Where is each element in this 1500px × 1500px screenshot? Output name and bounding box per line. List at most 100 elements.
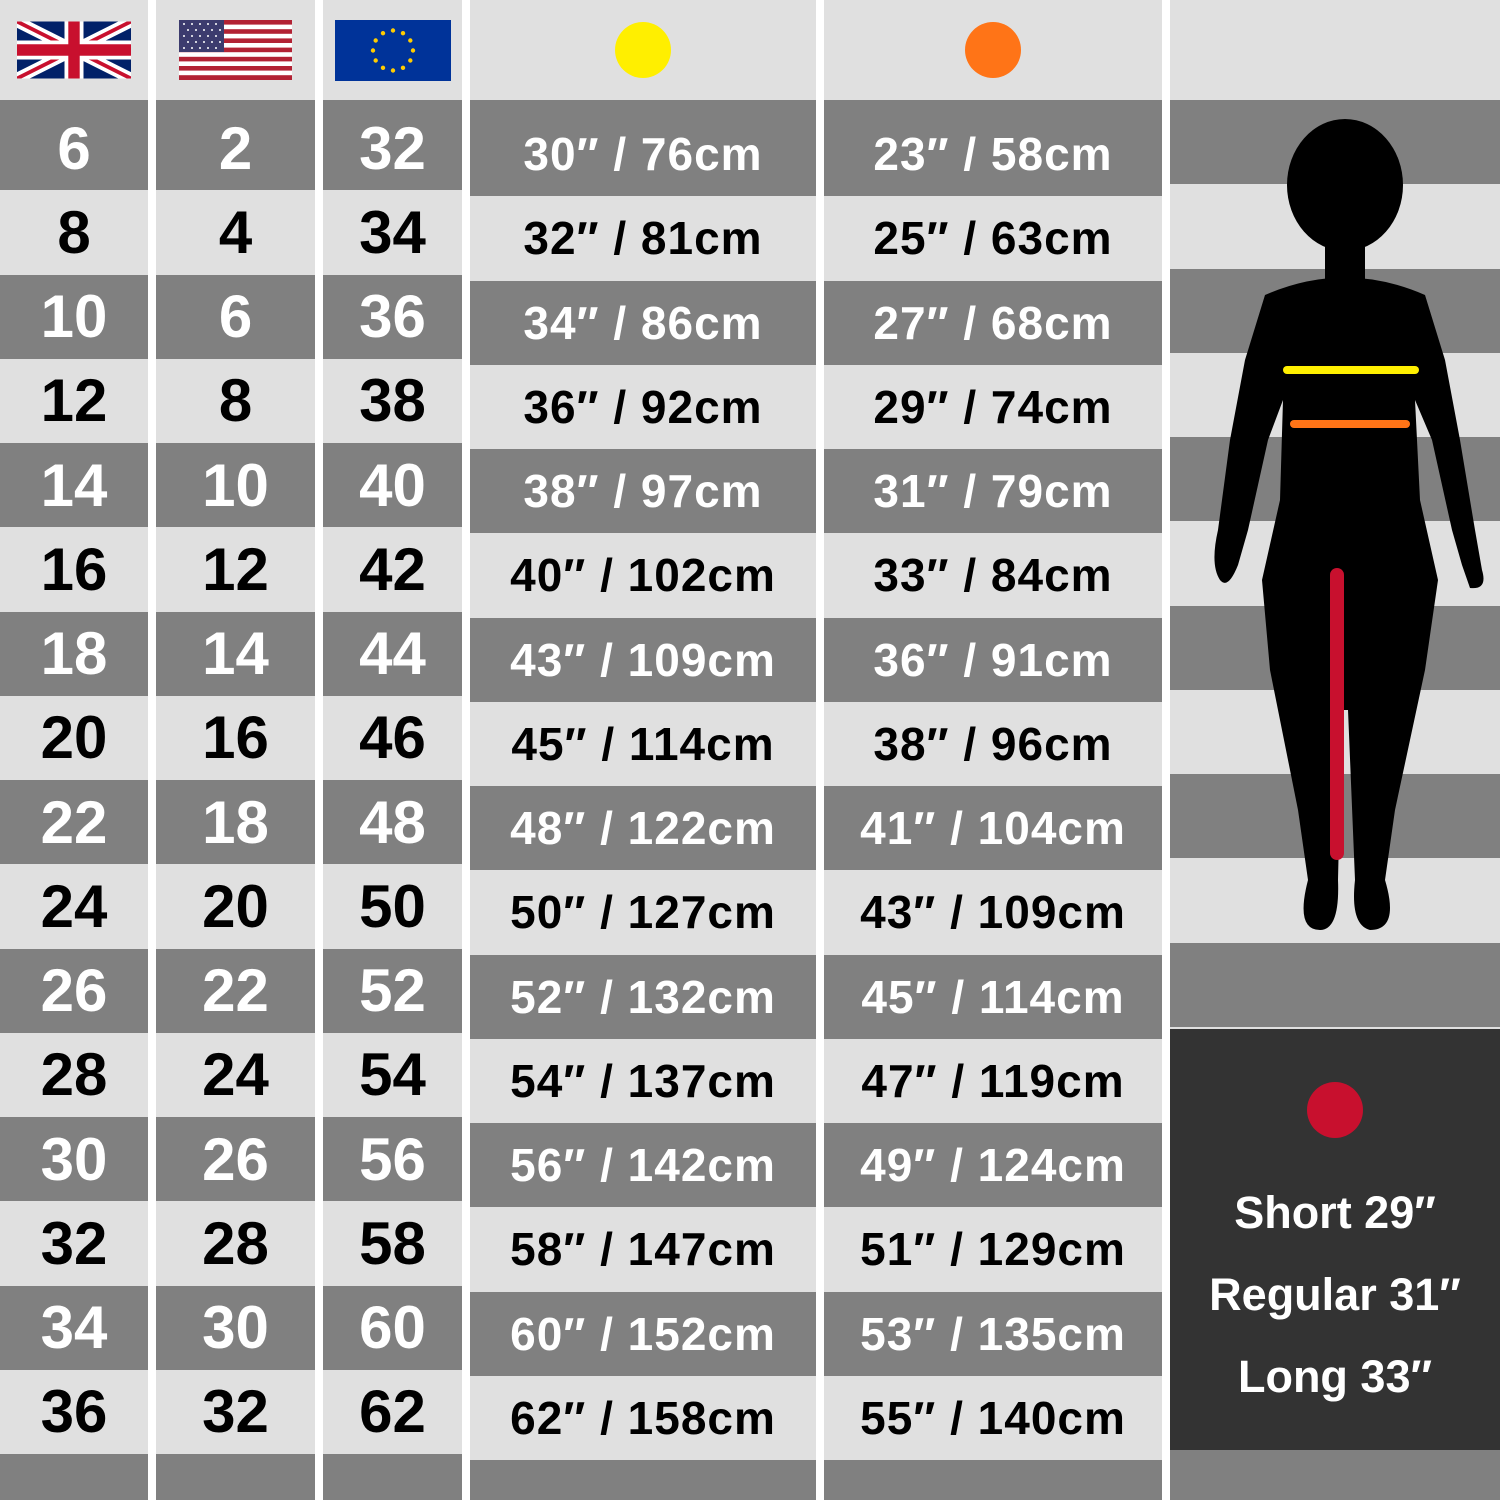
waist-measure-cell: 51″ / 129cm [824, 1195, 1162, 1292]
hips-measure-cell: 60″ / 152cm [470, 1279, 816, 1376]
us-size-cell: 6 [156, 268, 315, 359]
waist-measure-cell: 45″ / 114cm [824, 942, 1162, 1039]
us-size-cell: 26 [156, 1111, 315, 1202]
eu-star [380, 65, 385, 70]
hips-column: 62″ / 158cm 60″ / 152cm 58″ / 147cm 56″ / 1… [470, 0, 816, 1500]
eu-size-cell: 32 [323, 100, 462, 191]
figure-stripe [1170, 942, 1500, 1027]
hips-measure-cell: 56″ / 142cm [470, 1111, 816, 1208]
eu-size-cell: 36 [323, 268, 462, 359]
us-size-cell: 22 [156, 942, 315, 1033]
uk-flag-icon [17, 21, 131, 79]
uk-size-cell: 16 [0, 521, 148, 612]
eu-star [407, 57, 413, 63]
us-size-cell: 20 [156, 858, 315, 949]
figure-header [1170, 0, 1500, 100]
eu-size-cell: 60 [323, 1279, 462, 1370]
us-size-cell: 2 [156, 100, 315, 191]
eu-star [372, 57, 378, 63]
waist-column: 55″ / 140cm 53″ / 135cm 51″ / 129cm 49″ / 1… [824, 0, 1162, 1500]
us-size-cell: 28 [156, 1195, 315, 1286]
length-box: Short 29″ Regular 31″ Long 33″ [1170, 1029, 1500, 1450]
us-size-cell: 4 [156, 184, 315, 275]
us-size-cell: 30 [156, 1279, 315, 1370]
hips-header [470, 0, 816, 100]
uk-size-cell: 12 [0, 352, 148, 443]
waist-measure-cell: 36″ / 91cm [824, 605, 1162, 702]
uk-size-cell: 14 [0, 437, 148, 528]
uk-header [0, 0, 148, 100]
eu-size-cell: 50 [323, 858, 462, 949]
eu-star [407, 37, 413, 43]
waist-measure-cell: 31″ / 79cm [824, 437, 1162, 534]
us-size-column: 32 30 28 26 24 22 20 18 16 14 12 10 8 6 4 2 [156, 0, 315, 1500]
uk-size-cell: 22 [0, 774, 148, 865]
waist-header [824, 0, 1162, 100]
eu-size-cell: 58 [323, 1195, 462, 1286]
hips-measure-cell: 50″ / 127cm [470, 858, 816, 955]
eu-size-cell: 38 [323, 352, 462, 443]
uk-size-cell: 20 [0, 689, 148, 780]
waist-measure-cell: 49″ / 124cm [824, 1111, 1162, 1208]
waist-measure-cell: 33″ / 84cm [824, 521, 1162, 618]
eu-size-cell: 46 [323, 689, 462, 780]
orange-dot-icon [965, 22, 1021, 78]
hips-measure-cell: 54″ / 137cm [470, 1026, 816, 1123]
eu-flag-icon [334, 19, 451, 81]
uk-size-cell: 28 [0, 1026, 148, 1117]
us-size-cell: 16 [156, 689, 315, 780]
waist-measure-cell: 29″ / 74cm [824, 352, 1162, 449]
waist-measure-cell: 23″ / 58cm [824, 100, 1162, 197]
figure-stripe [1170, 1448, 1500, 1500]
yellow-dot-icon [615, 22, 671, 78]
eu-star [400, 30, 405, 35]
hips-measure-cell: 32″ / 81cm [470, 184, 816, 281]
eu-size-cell: 54 [323, 1026, 462, 1117]
eu-size-cell: 62 [323, 1363, 462, 1454]
eu-size-cell: 42 [323, 521, 462, 612]
eu-star [390, 27, 395, 33]
waist-measure-cell: 53″ / 135cm [824, 1279, 1162, 1376]
eu-size-cell: 34 [323, 184, 462, 275]
eu-size-cell: 56 [323, 1111, 462, 1202]
eu-star [400, 65, 405, 70]
uk-size-cell: 32 [0, 1195, 148, 1286]
us-size-cell: 12 [156, 521, 315, 612]
red-dot-icon [1307, 1082, 1363, 1138]
length-regular: Regular 31″ [1209, 1269, 1461, 1320]
hips-measure-cell: 58″ / 147cm [470, 1195, 816, 1292]
eu-size-cell: 52 [323, 942, 462, 1033]
eu-size-cell: 48 [323, 774, 462, 865]
uk-size-cell: 34 [0, 1279, 148, 1370]
us-size-cell: 10 [156, 437, 315, 528]
hips-measure-cell: 62″ / 158cm [470, 1363, 816, 1460]
hips-measure-cell: 45″ / 114cm [470, 689, 816, 786]
us-size-cell: 32 [156, 1363, 315, 1454]
uk-size-cell: 24 [0, 858, 148, 949]
hips-measure-cell: 43″ / 109cm [470, 605, 816, 702]
uk-size-cell: 26 [0, 942, 148, 1033]
waist-measure-cell: 27″ / 68cm [824, 268, 1162, 365]
eu-size-cell: 40 [323, 437, 462, 528]
waist-measure-cell: 43″ / 109cm [824, 858, 1162, 955]
us-header [156, 0, 315, 100]
length-short: Short 29″ [1234, 1187, 1436, 1238]
us-size-cell: 8 [156, 352, 315, 443]
hips-measure-cell: 36″ / 92cm [470, 352, 816, 449]
waist-measure-cell: 41″ / 104cm [824, 774, 1162, 871]
figure-column: Short 29″ Regular 31″ Long 33″ [1170, 0, 1500, 1500]
uk-size-column: 36 34 32 30 28 26 24 22 20 18 16 14 12 10 8 6 [0, 0, 148, 1500]
eu-star [390, 67, 395, 73]
body-silhouette-icon [1214, 119, 1484, 930]
uk-size-cell: 10 [0, 268, 148, 359]
eu-star [372, 37, 378, 43]
hips-measure-cell: 48″ / 122cm [470, 774, 816, 871]
length-long: Long 33″ [1237, 1351, 1433, 1402]
waist-measure-cell: 25″ / 63cm [824, 184, 1162, 281]
eu-star [370, 47, 375, 53]
uk-size-cell: 30 [0, 1111, 148, 1202]
eu-header [323, 0, 462, 100]
empty-cell [156, 1448, 315, 1500]
empty-cell [0, 1448, 148, 1500]
